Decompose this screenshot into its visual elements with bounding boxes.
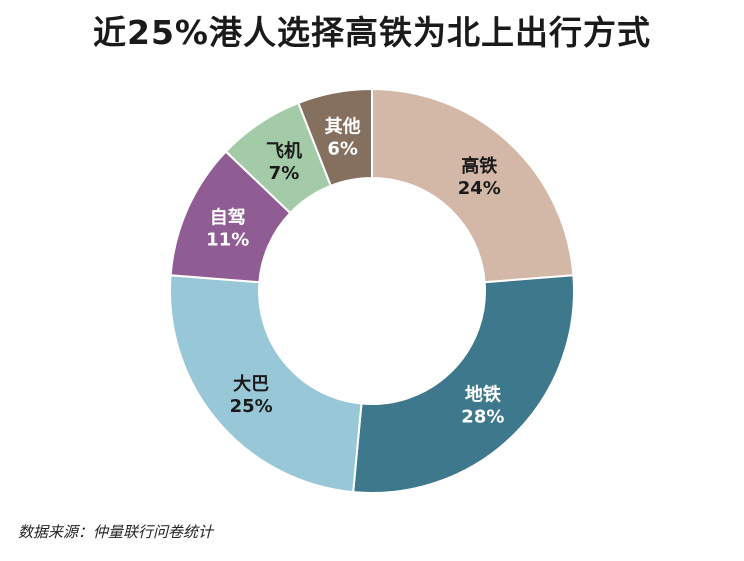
slice-category-1: 地铁: [465, 384, 501, 406]
slice-5: [297, 87, 373, 188]
slice-category-5: 其他: [325, 116, 361, 138]
slice-2: [169, 274, 363, 494]
donut-slices: [169, 87, 575, 494]
slice-label-2: 大巴 25%: [230, 373, 273, 417]
slice-value-0: 24%: [458, 178, 501, 199]
slice-value-5: 6%: [327, 139, 358, 160]
slice-1: [352, 274, 575, 494]
slice-label-3: 自驾 11%: [206, 207, 249, 251]
slice-category-0: 高铁: [461, 155, 497, 177]
slice-0: [371, 87, 575, 284]
slice-label-1: 地铁 28%: [461, 384, 504, 428]
slice-value-4: 7%: [269, 163, 300, 184]
slice-category-3: 自驾: [210, 207, 246, 229]
slice-labels: 高铁 24% 地铁 28% 大巴 25% 自驾 11% 飞机 7% 其他 6%: [206, 116, 504, 428]
slice-label-4: 飞机 7%: [266, 141, 302, 184]
chart-title: 近25%港人选择高铁为北上出行方式: [93, 13, 651, 52]
slice-value-1: 28%: [461, 407, 504, 428]
slice-label-0: 高铁 24%: [458, 155, 501, 199]
slice-value-2: 25%: [230, 396, 273, 417]
slice-category-4: 飞机: [266, 141, 302, 162]
slice-category-2: 大巴: [233, 373, 269, 395]
data-source-note: 数据来源：仲量联行问卷统计: [18, 523, 214, 541]
slice-label-5: 其他 6%: [325, 116, 361, 160]
slice-value-3: 11%: [206, 230, 249, 251]
